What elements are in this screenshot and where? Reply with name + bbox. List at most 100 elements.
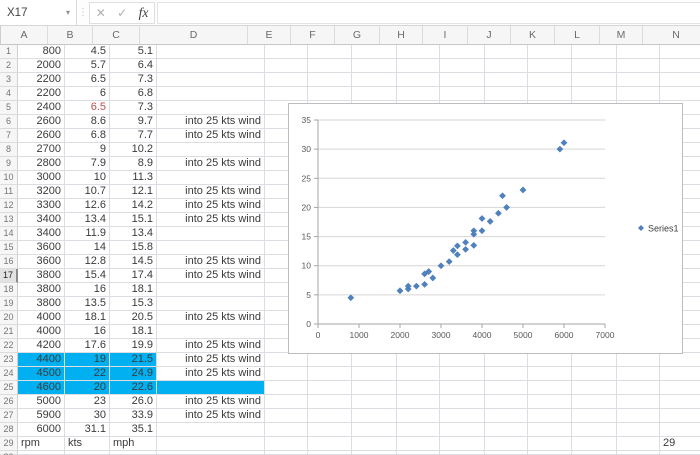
cell-B30[interactable]	[65, 451, 110, 455]
row-header-14[interactable]: 14	[0, 227, 18, 241]
cell-H1[interactable]	[397, 45, 440, 59]
cell-A17[interactable]: 3800	[18, 269, 65, 283]
cell-D6[interactable]: into 25 kts wind	[157, 115, 265, 129]
cell-K24[interactable]	[528, 367, 572, 381]
cell-A5[interactable]: 2400	[18, 101, 65, 115]
cell-M23[interactable]	[617, 353, 660, 367]
cell-D30[interactable]	[157, 451, 265, 455]
cell-B2[interactable]: 5.7	[65, 59, 110, 73]
row-header-25[interactable]: 25	[0, 381, 18, 395]
cell-K1[interactable]	[528, 45, 572, 59]
cell-G1[interactable]	[352, 45, 397, 59]
cell-E30[interactable]	[265, 451, 308, 455]
column-header-K[interactable]: K	[511, 26, 555, 44]
column-header-G[interactable]: G	[335, 26, 380, 44]
row-header-4[interactable]: 4	[0, 87, 18, 101]
row-header-16[interactable]: 16	[0, 255, 18, 269]
cell-B25[interactable]: 20	[65, 381, 110, 395]
row-header-22[interactable]: 22	[0, 339, 18, 353]
cell-M3[interactable]	[617, 73, 660, 87]
cell-B24[interactable]: 22	[65, 367, 110, 381]
cell-F29[interactable]	[308, 437, 352, 451]
cell-D27[interactable]: into 25 kts wind	[157, 409, 265, 423]
cell-K29[interactable]	[528, 437, 572, 451]
row-header-24[interactable]: 24	[0, 367, 18, 381]
insert-function-icon[interactable]: fx	[138, 5, 149, 21]
cell-F30[interactable]	[308, 451, 352, 455]
cell-I29[interactable]	[440, 437, 485, 451]
cell-A23[interactable]: 4400	[18, 353, 65, 367]
cell-C22[interactable]: 19.9	[110, 339, 157, 353]
cell-M2[interactable]	[617, 59, 660, 73]
cell-L26[interactable]	[572, 395, 617, 409]
cell-H24[interactable]	[397, 367, 440, 381]
name-box-dropdown-icon[interactable]: ▾	[65, 8, 70, 17]
cell-A11[interactable]: 3200	[18, 185, 65, 199]
row-header-13[interactable]: 13	[0, 213, 18, 227]
row-header-20[interactable]: 20	[0, 311, 18, 325]
legend-label[interactable]: Series1	[648, 224, 679, 234]
cell-J2[interactable]	[485, 59, 528, 73]
cell-C20[interactable]: 20.5	[110, 311, 157, 325]
column-header-L[interactable]: L	[555, 26, 600, 44]
cell-F25[interactable]	[308, 381, 352, 395]
column-header-J[interactable]: J	[468, 26, 511, 44]
cell-L2[interactable]	[572, 59, 617, 73]
cell-A22[interactable]: 4200	[18, 339, 65, 353]
data-point[interactable]	[413, 282, 420, 290]
cell-C7[interactable]: 7.7	[110, 129, 157, 143]
cell-N3[interactable]: 3	[660, 73, 700, 87]
cell-D8[interactable]	[157, 143, 265, 157]
cell-K26[interactable]	[528, 395, 572, 409]
cell-F1[interactable]	[308, 45, 352, 59]
data-point[interactable]	[478, 215, 486, 222]
data-point[interactable]	[470, 227, 478, 235]
row-header-11[interactable]: 11	[0, 185, 18, 199]
cell-L3[interactable]	[572, 73, 617, 87]
cell-D17[interactable]: into 25 kts wind	[157, 269, 265, 283]
data-point[interactable]	[478, 227, 486, 235]
cell-A19[interactable]: 3800	[18, 297, 65, 311]
cell-B14[interactable]: 11.9	[65, 227, 110, 241]
cell-N4[interactable]: 4	[660, 87, 700, 101]
cell-C14[interactable]: 13.4	[110, 227, 157, 241]
cell-C19[interactable]: 15.3	[110, 297, 157, 311]
row-header-7[interactable]: 7	[0, 129, 18, 143]
cell-N30[interactable]: 30	[660, 451, 700, 455]
cell-M26[interactable]	[617, 395, 660, 409]
cell-A8[interactable]: 2700	[18, 143, 65, 157]
cell-I1[interactable]	[440, 45, 485, 59]
column-header-M[interactable]: M	[600, 26, 643, 44]
scatter-chart[interactable]: 0 5 10 15 20 25 30 35 0 1000 2000 3000 4000 5000 6000 7…	[288, 103, 683, 354]
cell-G27[interactable]	[352, 409, 397, 423]
select-all-button[interactable]	[0, 26, 1, 44]
cell-L1[interactable]	[572, 45, 617, 59]
cell-I4[interactable]	[440, 87, 485, 101]
data-point[interactable]	[449, 247, 457, 254]
data-point[interactable]	[347, 294, 355, 302]
cell-A18[interactable]: 3800	[18, 283, 65, 297]
cell-C8[interactable]: 10.2	[110, 143, 157, 157]
row-header-5[interactable]: 5	[0, 101, 18, 115]
cell-D22[interactable]: into 25 kts wind	[157, 339, 265, 353]
cell-K2[interactable]	[528, 59, 572, 73]
cell-F3[interactable]	[308, 73, 352, 87]
cell-F2[interactable]	[308, 59, 352, 73]
row-header-1[interactable]: 1	[0, 45, 18, 59]
cell-A4[interactable]: 2200	[18, 87, 65, 101]
cell-B11[interactable]: 10.7	[65, 185, 110, 199]
cell-J26[interactable]	[485, 395, 528, 409]
cell-B16[interactable]: 12.8	[65, 255, 110, 269]
cancel-icon[interactable]: ✕	[95, 6, 106, 20]
cell-L24[interactable]	[572, 367, 617, 381]
cell-H29[interactable]	[397, 437, 440, 451]
cell-A1[interactable]: 800	[18, 45, 65, 59]
cell-D12[interactable]: into 25 kts wind	[157, 199, 265, 213]
formula-input[interactable]	[157, 2, 700, 24]
cell-J3[interactable]	[485, 73, 528, 87]
column-header-B[interactable]: B	[48, 26, 93, 44]
cell-D4[interactable]	[157, 87, 265, 101]
cell-N28[interactable]: 28	[660, 423, 700, 437]
cell-B19[interactable]: 13.5	[65, 297, 110, 311]
row-header-23[interactable]: 23	[0, 353, 18, 367]
